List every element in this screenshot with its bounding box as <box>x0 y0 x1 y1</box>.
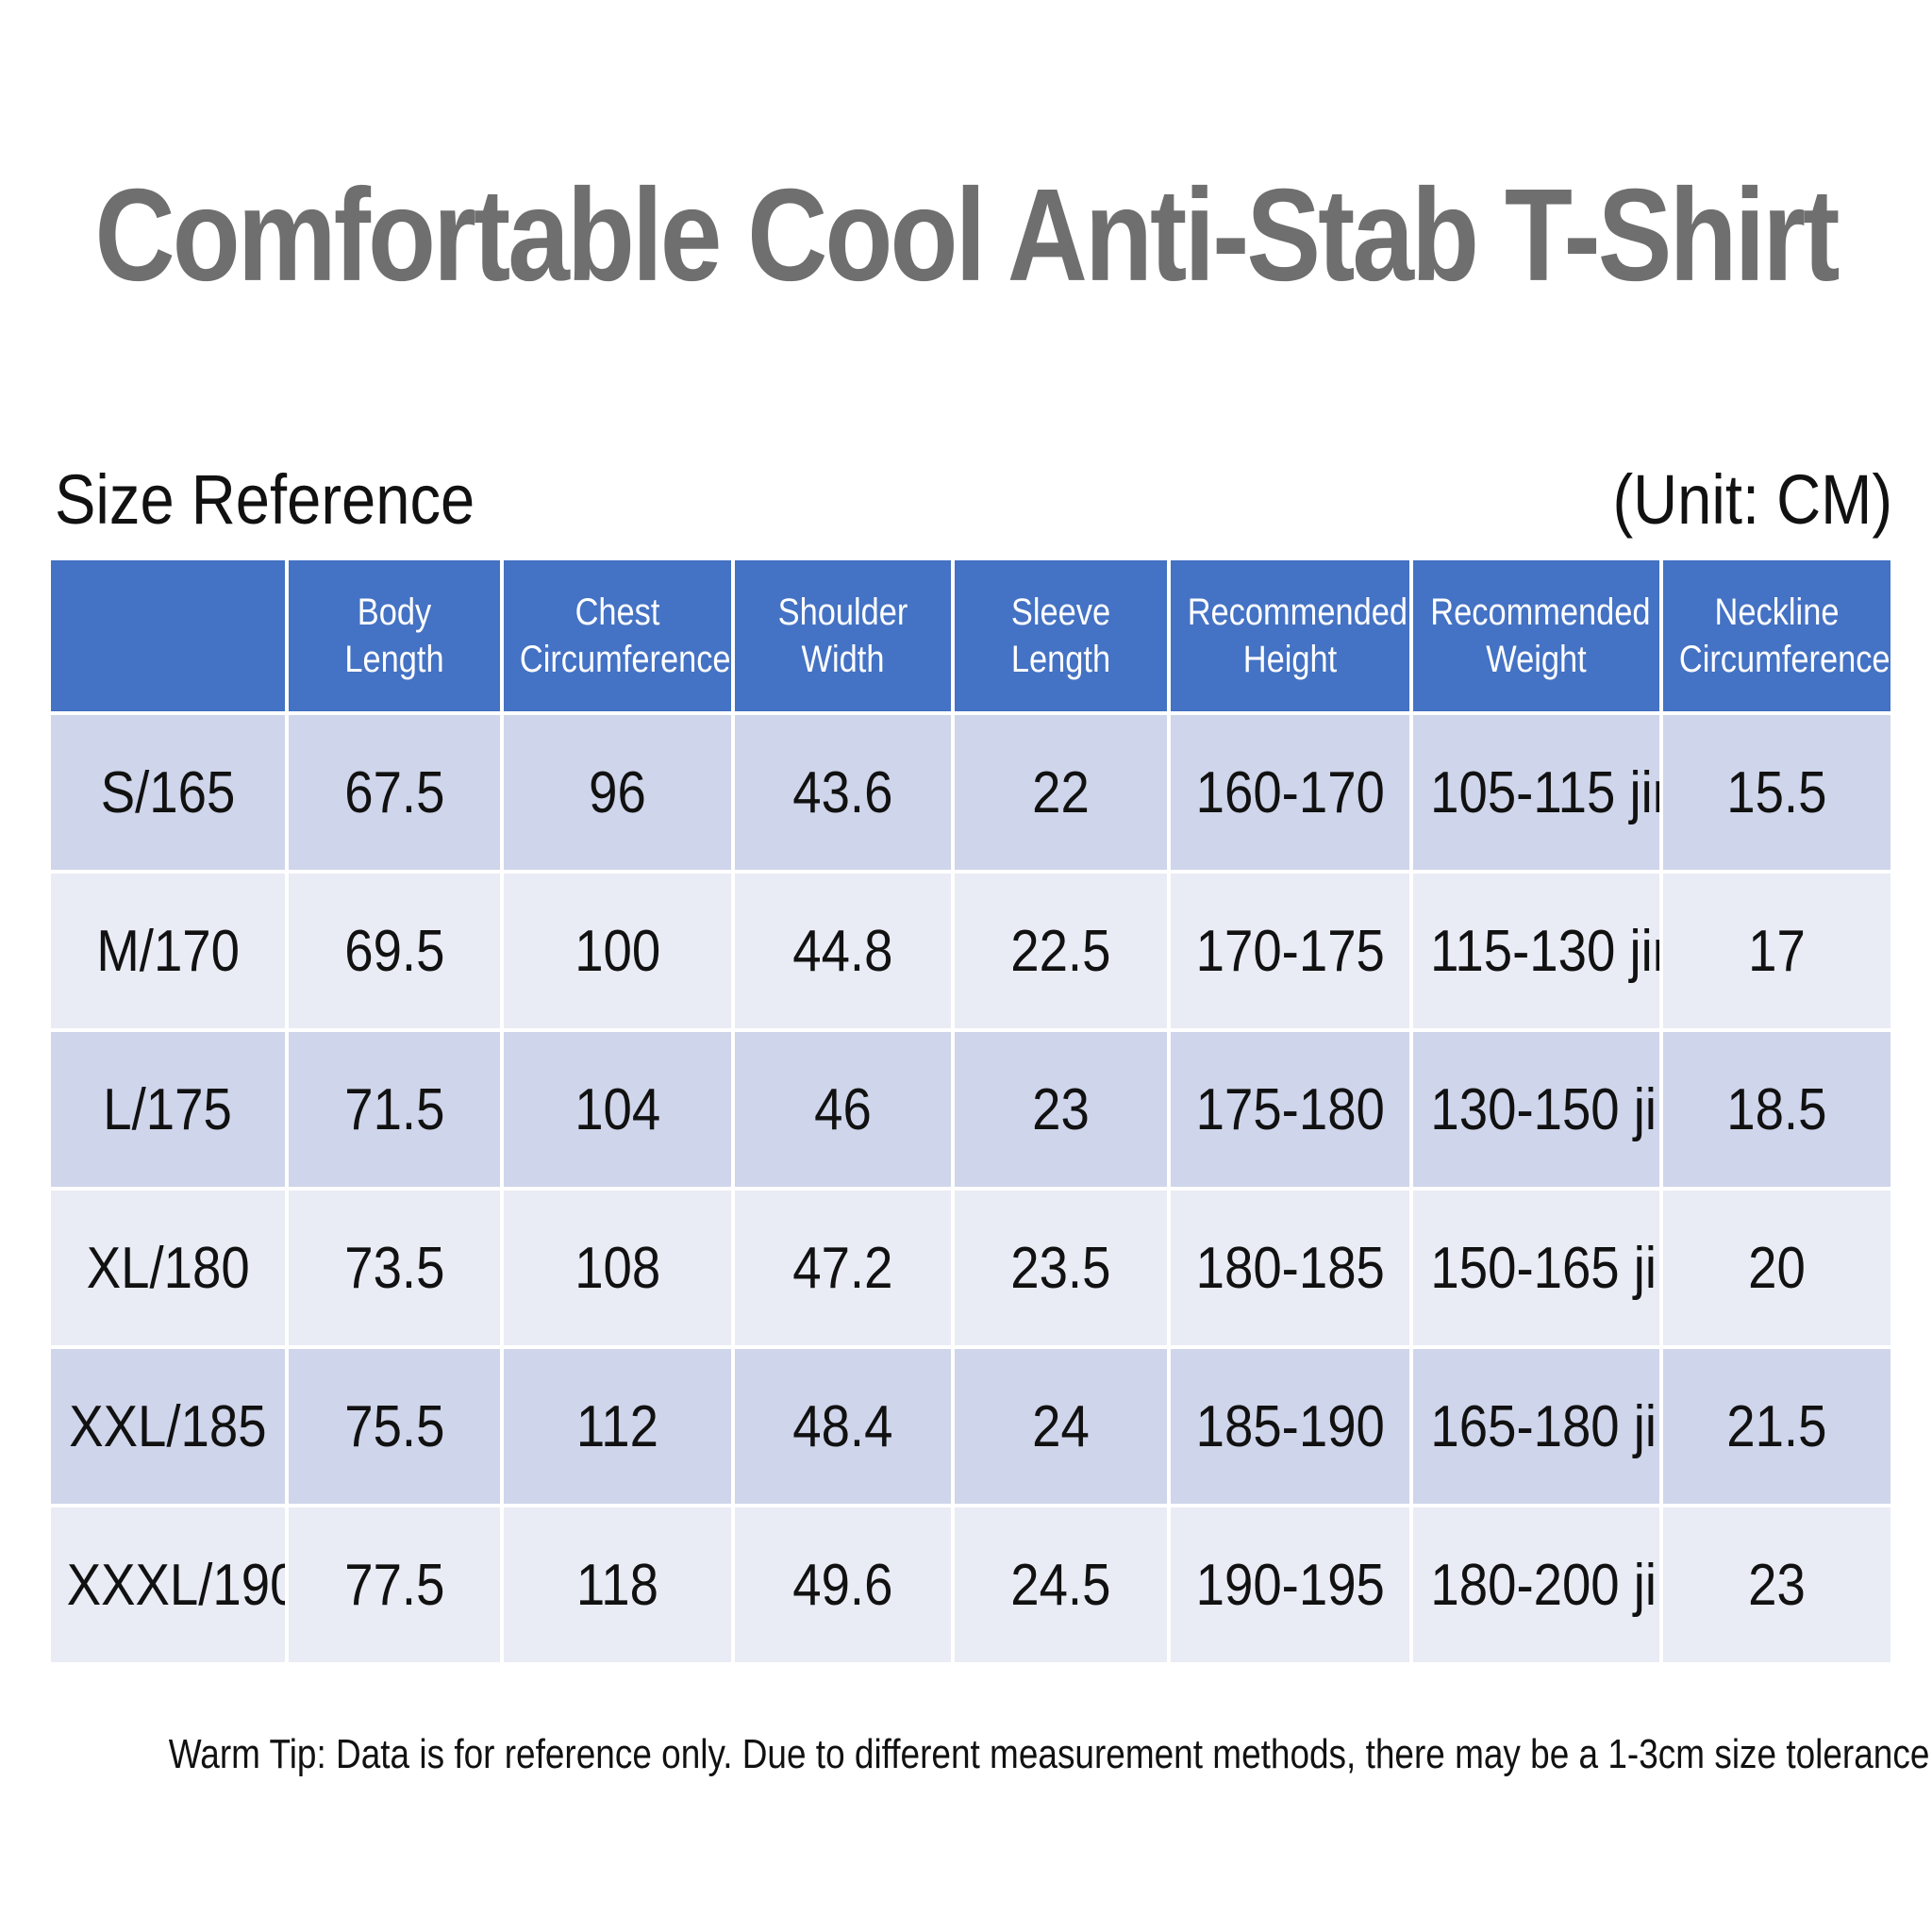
chest-cell: 104 <box>504 1032 731 1187</box>
size-chart-table: Body Length Chest Circumference Shoulder… <box>47 557 1894 1666</box>
sleeve-cell: 23.5 <box>955 1191 1167 1345</box>
height-cell: 170-175 <box>1171 874 1409 1028</box>
size-cell: XL/180 <box>51 1191 285 1345</box>
neckline-cell: 20 <box>1663 1191 1890 1345</box>
header-row: Body Length Chest Circumference Shoulder… <box>51 560 1890 711</box>
height-cell: 175-180 <box>1171 1032 1409 1187</box>
body-length-cell: 77.5 <box>289 1507 500 1662</box>
neckline-cell: 23 <box>1663 1507 1890 1662</box>
header-body-length: Body Length <box>289 560 500 711</box>
header-shoulder-width: Shoulder Width <box>735 560 951 711</box>
weight-cell: 180-200 jin <box>1413 1507 1659 1662</box>
neckline-cell: 18.5 <box>1663 1032 1890 1187</box>
header-neckline-circumference: Neckline Circumference <box>1663 560 1890 711</box>
weight-cell: 105-115 jin <box>1413 715 1659 870</box>
size-cell: M/170 <box>51 874 285 1028</box>
table-row: M/170 69.5 100 44.8 22.5 170-175 115-130… <box>51 874 1890 1028</box>
table-row: L/175 71.5 104 46 23 175-180 130-150 jin… <box>51 1032 1890 1187</box>
chest-cell: 100 <box>504 874 731 1028</box>
unit-label: (Unit: CM) <box>1612 460 1892 539</box>
chest-cell: 112 <box>504 1349 731 1504</box>
shoulder-cell: 47.2 <box>735 1191 951 1345</box>
size-cell: XXL/185 <box>51 1349 285 1504</box>
body-length-cell: 69.5 <box>289 874 500 1028</box>
shoulder-cell: 46 <box>735 1032 951 1187</box>
table-row: S/165 67.5 96 43.6 22 160-170 105-115 ji… <box>51 715 1890 870</box>
warm-tip-note: Warm Tip: Data is for reference only. Du… <box>0 1734 1932 1775</box>
sleeve-cell: 23 <box>955 1032 1167 1187</box>
chest-cell: 108 <box>504 1191 731 1345</box>
height-cell: 180-185 <box>1171 1191 1409 1345</box>
shoulder-cell: 43.6 <box>735 715 951 870</box>
body-length-cell: 67.5 <box>289 715 500 870</box>
header-recommended-height: Recommended Height <box>1171 560 1409 711</box>
neckline-cell: 21.5 <box>1663 1349 1890 1504</box>
weight-cell: 115-130 jin <box>1413 874 1659 1028</box>
size-cell: L/175 <box>51 1032 285 1187</box>
height-cell: 160-170 <box>1171 715 1409 870</box>
header-sleeve-length: Sleeve Length <box>955 560 1167 711</box>
weight-cell: 150-165 jin <box>1413 1191 1659 1345</box>
body-length-cell: 71.5 <box>289 1032 500 1187</box>
sleeve-cell: 22 <box>955 715 1167 870</box>
sleeve-cell: 22.5 <box>955 874 1167 1028</box>
page-title: Comfortable Cool Anti-Stab T-Shirt <box>94 161 1840 309</box>
body-length-cell: 75.5 <box>289 1349 500 1504</box>
size-reference-label: Size Reference <box>55 460 475 539</box>
warm-tip-text: Warm Tip: Data is for reference only. Du… <box>168 1731 1932 1777</box>
chest-cell: 118 <box>504 1507 731 1662</box>
sleeve-cell: 24 <box>955 1349 1167 1504</box>
height-cell: 185-190 <box>1171 1349 1409 1504</box>
weight-cell: 165-180 jin <box>1413 1349 1659 1504</box>
table-row: XL/180 73.5 108 47.2 23.5 180-185 150-16… <box>51 1191 1890 1345</box>
body-length-cell: 73.5 <box>289 1191 500 1345</box>
chest-cell: 96 <box>504 715 731 870</box>
shoulder-cell: 49.6 <box>735 1507 951 1662</box>
header-corner <box>51 560 285 711</box>
table-row: XXL/185 75.5 112 48.4 24 185-190 165-180… <box>51 1349 1890 1504</box>
header-chest-circumference: Chest Circumference <box>504 560 731 711</box>
sleeve-cell: 24.5 <box>955 1507 1167 1662</box>
size-cell: XXXL/190 <box>51 1507 285 1662</box>
neckline-cell: 15.5 <box>1663 715 1890 870</box>
shoulder-cell: 44.8 <box>735 874 951 1028</box>
size-cell: S/165 <box>51 715 285 870</box>
table-row: XXXL/190 77.5 118 49.6 24.5 190-195 180-… <box>51 1507 1890 1662</box>
shoulder-cell: 48.4 <box>735 1349 951 1504</box>
height-cell: 190-195 <box>1171 1507 1409 1662</box>
neckline-cell: 17 <box>1663 874 1890 1028</box>
header-recommended-weight: Recommended Weight <box>1413 560 1659 711</box>
weight-cell: 130-150 jin <box>1413 1032 1659 1187</box>
